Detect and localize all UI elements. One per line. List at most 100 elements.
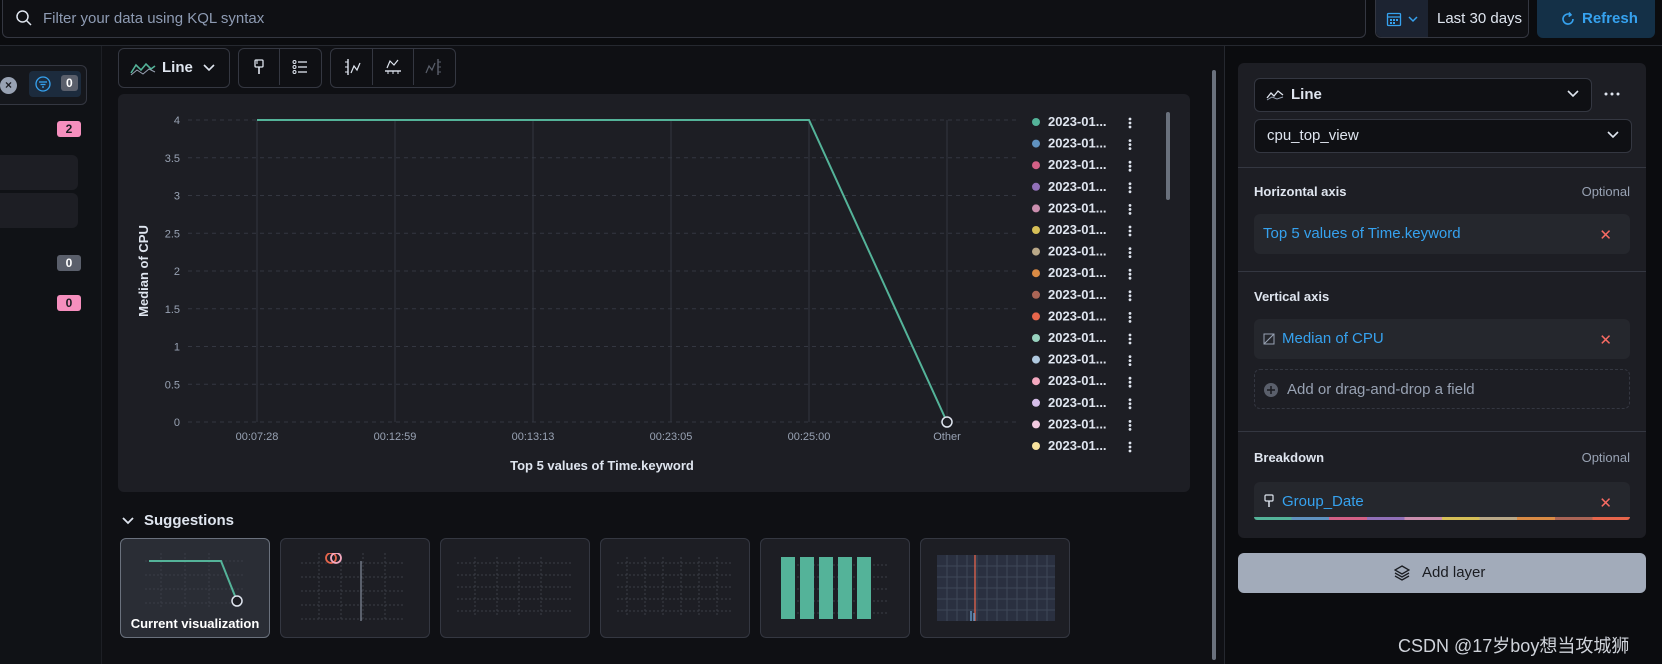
legend-swatch — [1032, 355, 1040, 364]
legend-action-dot — [1128, 212, 1132, 215]
remove-icon[interactable]: ✕ — [1599, 227, 1612, 244]
data-point — [941, 416, 953, 428]
left-axis-button[interactable] — [331, 49, 372, 85]
current-line-thumbnail — [145, 553, 245, 609]
legend-action-dot — [1128, 204, 1132, 207]
legend-label: 2023-01... — [1048, 395, 1107, 410]
filter-count-badge: 0 — [61, 75, 78, 91]
suggestions-title: Suggestions — [144, 512, 235, 529]
breakdown-title: Breakdown — [1254, 450, 1325, 465]
legend-action-dot — [1128, 449, 1132, 453]
legend-swatch — [1032, 182, 1040, 191]
paintbrush-icon — [254, 59, 264, 74]
bottom-axis-button[interactable] — [373, 49, 413, 85]
y-tick-label: 0.5 — [165, 379, 180, 391]
legend-action-dot — [1128, 139, 1132, 142]
horizontal-axis-field[interactable]: Top 5 values of Time.keyword ✕ — [1254, 214, 1630, 254]
more-actions-icon[interactable] — [1600, 83, 1624, 105]
legend-scrollbar[interactable] — [1166, 112, 1170, 200]
legend-action-dot — [1128, 406, 1132, 410]
legend-button[interactable] — [280, 49, 320, 85]
chevron-down-icon — [1567, 90, 1579, 98]
field-group-item[interactable] — [0, 155, 78, 190]
chevron-down-icon — [122, 517, 134, 525]
x-tick-label: 00:07:28 — [236, 431, 279, 443]
legend-swatch — [1032, 334, 1040, 342]
legend-action-dot — [1128, 117, 1132, 121]
line-chart-icon — [1266, 90, 1284, 101]
y-tick-label: 3.5 — [165, 153, 180, 165]
data-view-select[interactable]: cpu_top_view — [1254, 119, 1632, 153]
add-field-placeholder: Add or drag-and-drop a field — [1287, 381, 1475, 398]
legend-label: 2023-01... — [1048, 244, 1107, 259]
refresh-button[interactable]: Refresh — [1537, 0, 1655, 38]
bottom-axis-icon — [385, 59, 401, 74]
x-tick-label: 00:13:13 — [512, 431, 555, 443]
paintbrush-icon — [1264, 494, 1274, 507]
legend-action-dot — [1128, 190, 1132, 194]
legend-label: 2023-01... — [1048, 114, 1107, 129]
layer-chart-type-label: Line — [1291, 86, 1322, 103]
legend-action-dot — [1128, 160, 1132, 164]
legend-label: 2023-01... — [1048, 330, 1107, 345]
chart-type-dropdown[interactable]: Line — [118, 48, 230, 88]
suggestion-current[interactable]: Current visualization — [120, 538, 270, 638]
grid-thumbnail — [617, 557, 733, 617]
field-filter-box[interactable]: × 0 — [0, 65, 87, 105]
refresh-icon — [1560, 11, 1576, 27]
legend-action-dot — [1128, 268, 1132, 272]
clear-icon[interactable]: × — [0, 77, 17, 94]
x-tick-label: 00:12:59 — [374, 431, 417, 443]
line-chart[interactable]: 0 0.5 1 1.5 2 2.5 3 3.5 4 00:07:28 00:12:59 00:13:1… — [118, 94, 1190, 492]
legend-action-dot — [1128, 380, 1132, 384]
legend-action-dot — [1128, 320, 1132, 323]
suggestion-bar-horizontal[interactable] — [600, 538, 750, 638]
remove-icon[interactable]: ✕ — [1599, 495, 1612, 512]
y-tick-label: 3 — [174, 191, 180, 203]
remove-icon[interactable]: ✕ — [1599, 332, 1612, 349]
breakdown-field[interactable]: Group_Date ✕ — [1254, 482, 1630, 520]
count-badge: 0 — [57, 255, 81, 271]
field-group-item[interactable] — [0, 193, 78, 228]
calendar-quick-menu-button[interactable] — [1376, 0, 1428, 37]
series-color-icon — [1263, 333, 1275, 345]
legend-swatch — [1032, 312, 1040, 321]
legend-label: 2023-01... — [1048, 416, 1107, 431]
suggestions-header[interactable]: Suggestions — [122, 512, 234, 529]
suggestion-area[interactable] — [440, 538, 590, 638]
vertical-axis-title: Vertical axis — [1254, 289, 1330, 304]
x-tick-label: Other — [933, 431, 961, 443]
legend-action-dot — [1128, 225, 1132, 229]
legend-action-dot — [1128, 337, 1132, 341]
add-field-dropzone[interactable]: Add or drag-and-drop a field — [1254, 369, 1630, 409]
chevron-down-icon — [203, 64, 215, 72]
legend-action-dot — [1128, 143, 1132, 146]
legend-swatch — [1032, 204, 1040, 213]
vertical-axis-field[interactable]: Median of CPU ✕ — [1254, 319, 1630, 359]
layer-chart-type-select[interactable]: Line — [1254, 78, 1592, 112]
suggestion-heatmap[interactable] — [920, 538, 1070, 638]
legend-action-dot — [1128, 168, 1132, 172]
watermark-text: CSDN @17岁boy想当攻城狮 — [1398, 636, 1630, 656]
breakdown-field-label: Group_Date — [1282, 493, 1364, 510]
legend-label: 2023-01... — [1048, 265, 1107, 280]
legend-action-dot — [1128, 316, 1132, 319]
legend-action-dot — [1128, 121, 1132, 125]
legend-action-dot — [1128, 312, 1132, 315]
date-picker[interactable]: Last 30 days — [1375, 0, 1529, 38]
add-layer-button[interactable]: Add layer — [1238, 553, 1646, 593]
chart-type-label: Line — [162, 59, 193, 76]
y-tick-label: 1 — [174, 342, 180, 354]
suggestion-scatter[interactable] — [280, 538, 430, 638]
axis-options-group — [330, 48, 456, 88]
suggestion-bar-vertical[interactable] — [760, 538, 910, 638]
optional-label: Optional — [1581, 184, 1630, 199]
filter-toggle[interactable]: 0 — [29, 71, 81, 97]
divider — [1238, 431, 1646, 432]
legend-action-dot — [1128, 125, 1132, 129]
workspace-scrollbar[interactable] — [1212, 70, 1216, 660]
legend-action-dot — [1128, 294, 1132, 298]
date-range-label[interactable]: Last 30 days — [1437, 10, 1523, 27]
kql-search-input[interactable]: Filter your data using KQL syntax — [2, 0, 1366, 38]
paintbrush-button[interactable] — [239, 49, 279, 85]
